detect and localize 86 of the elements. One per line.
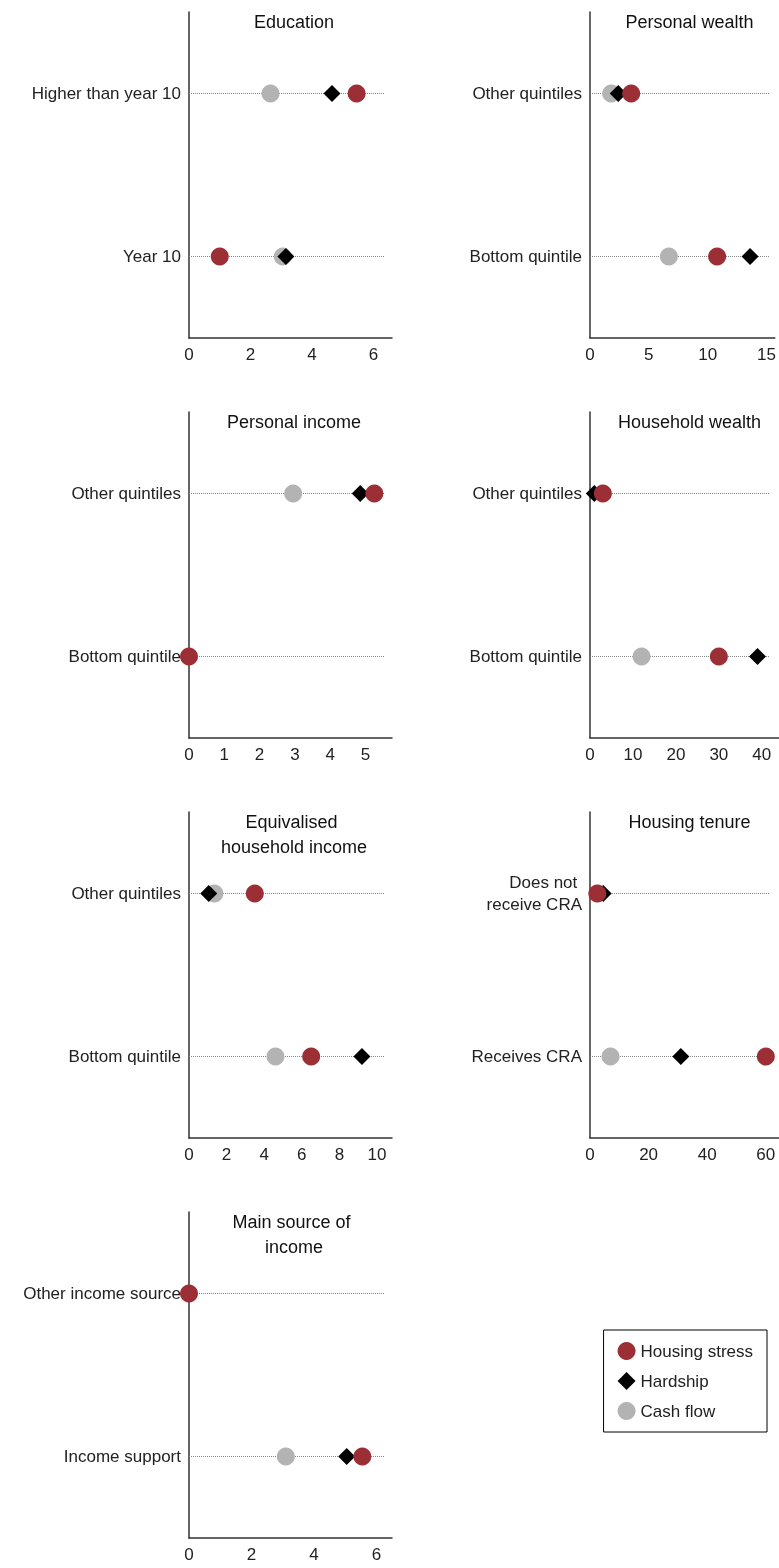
point [302,1047,321,1066]
y-tick-label: Receives CRA [471,1047,583,1066]
legend-label: Housing stress [640,1341,753,1361]
point [632,647,651,666]
x-tick-label: 0 [585,1145,595,1164]
x-tick-label: 5 [360,745,371,764]
x-tick-label: 0 [585,745,595,764]
point [180,1284,198,1303]
point [672,1048,690,1065]
x-tick-label: 5 [644,345,654,364]
x-tick-label: 0 [184,345,194,364]
point [266,1047,285,1066]
x-tick-label: 0 [585,345,595,364]
x-tick-label: 20 [639,1145,659,1164]
x-tick-label: 6 [371,1545,382,1564]
legend-label: Hardship [640,1371,709,1391]
x-tick-label: 4 [325,745,335,764]
point [741,248,759,265]
point [245,884,264,903]
chart-title: Education [253,11,335,32]
chart-title: Personal wealth [625,11,754,32]
point [588,884,607,903]
point [276,1447,295,1466]
point [338,1448,356,1465]
y-tick-label: Other quintiles [71,484,181,503]
text: Equivalised household income [220,811,368,857]
point [277,248,295,265]
point [353,1048,371,1065]
x-tick-label: 2 [254,745,265,764]
x-tick-label: 1 [219,745,230,764]
point [323,85,341,102]
x-tick-label: 4 [309,1545,319,1564]
y-tick-label: Bottom quintile [68,647,181,666]
x-tick-label: 10 [623,745,643,764]
y-tick-label: Other quintiles [472,484,582,503]
chart-title: Household wealth [617,411,762,432]
chart-title: Personal income [226,411,362,432]
point [593,484,612,503]
y-tick-label: Other quintiles [71,884,181,903]
x-tick-label: 2 [246,1545,257,1564]
point [601,1047,620,1066]
x-tick-label: 2 [245,345,256,364]
point [659,247,678,266]
y-tick-label: Other quintiles [472,84,582,103]
y-tick-label: Income support [63,1447,182,1466]
x-tick-label: 6 [368,345,379,364]
point [347,84,366,103]
x-tick-label: 10 [367,1145,387,1164]
point [210,247,229,266]
point [353,1447,372,1466]
text: Main source of income [232,1211,356,1257]
y-tick-label: Bottom quintile [469,247,582,266]
point [284,484,303,503]
point [708,247,727,266]
x-tick-label: 15 [757,345,777,364]
y-tick-label: Year 10 [123,247,181,266]
x-tick-label: 6 [297,1145,307,1164]
x-tick-label: 3 [290,745,300,764]
y-tick-label: Bottom quintile [469,647,582,666]
chart-title: Housing tenure [628,811,751,832]
x-tick-label: 0 [184,1145,194,1164]
point [756,1047,775,1066]
y-tick-label: Does not receive CRA [486,873,583,914]
point [365,484,384,503]
x-tick-label: 4 [307,345,317,364]
point [749,648,767,665]
point [200,885,218,902]
x-tick-label: 10 [698,345,718,364]
x-tick-label: 40 [752,745,772,764]
x-tick-label: 40 [697,1145,717,1164]
y-tick-label: Other income source [23,1284,181,1303]
y-tick-label: Higher than year 10 [31,84,181,103]
x-tick-label: 0 [184,1545,194,1564]
x-tick-label: 2 [221,1145,232,1164]
point [261,84,280,103]
point [622,84,641,103]
x-tick-label: 30 [709,745,729,764]
x-tick-label: 0 [184,745,194,764]
x-tick-label: 20 [666,745,686,764]
x-tick-label: 4 [259,1145,269,1164]
x-tick-label: 8 [334,1145,345,1164]
point [180,647,198,666]
x-tick-label: 60 [756,1145,776,1164]
legend-label: Cash flow [640,1401,716,1421]
point [709,647,728,666]
y-tick-label: Bottom quintile [68,1047,181,1066]
